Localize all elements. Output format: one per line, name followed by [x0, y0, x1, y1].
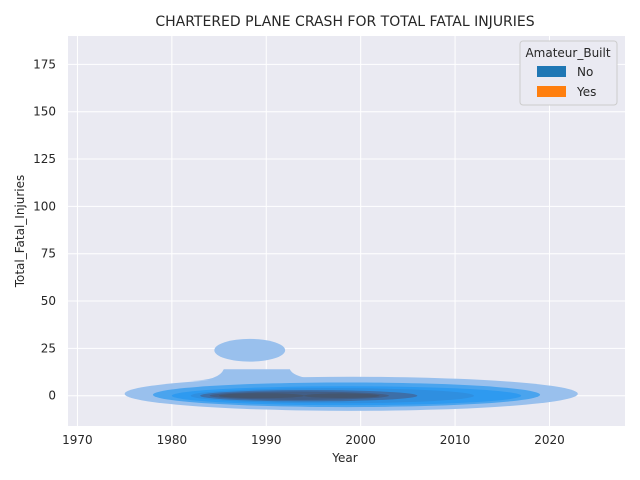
x-tick-label: 1980 — [157, 433, 188, 447]
y-tick-label: 175 — [33, 57, 56, 71]
y-tick-label: 125 — [33, 152, 56, 166]
legend-swatch-yes — [537, 86, 566, 97]
legend-swatch-no — [537, 66, 566, 77]
density-layer — [124, 338, 578, 411]
y-tick-label: 50 — [41, 294, 56, 308]
x-tick-label: 2000 — [345, 433, 376, 447]
density-contour-no-7 — [219, 393, 305, 399]
y-tick-label: 25 — [41, 341, 56, 355]
x-tick-label: 1970 — [62, 433, 93, 447]
x-tick-label: 1990 — [251, 433, 282, 447]
y-axis-ticks: 0 25 50 75 100 125 150 175 — [33, 57, 56, 402]
density-contour-no-8 — [304, 393, 380, 398]
legend-title: Amateur_Built — [525, 46, 610, 60]
density-contour-no-1 — [214, 338, 286, 362]
chart-title: CHARTERED PLANE CRASH FOR TOTAL FATAL IN… — [155, 14, 534, 30]
y-axis-label: Total_Fatal_Injuries — [13, 175, 27, 289]
legend-label-no: No — [577, 65, 593, 79]
legend-label-yes: Yes — [576, 85, 596, 99]
x-tick-label: 2020 — [534, 433, 565, 447]
x-tick-label: 2010 — [440, 433, 471, 447]
y-tick-label: 150 — [33, 105, 56, 119]
x-axis-ticks: 1970 1980 1990 2000 2010 2020 — [62, 433, 565, 447]
x-axis-label: Year — [331, 451, 357, 465]
y-tick-label: 0 — [48, 389, 56, 403]
y-tick-label: 75 — [41, 247, 56, 261]
density-contour-no-neck — [190, 369, 342, 381]
legend: Amateur_Built No Yes — [519, 40, 618, 106]
y-tick-label: 100 — [33, 199, 56, 213]
